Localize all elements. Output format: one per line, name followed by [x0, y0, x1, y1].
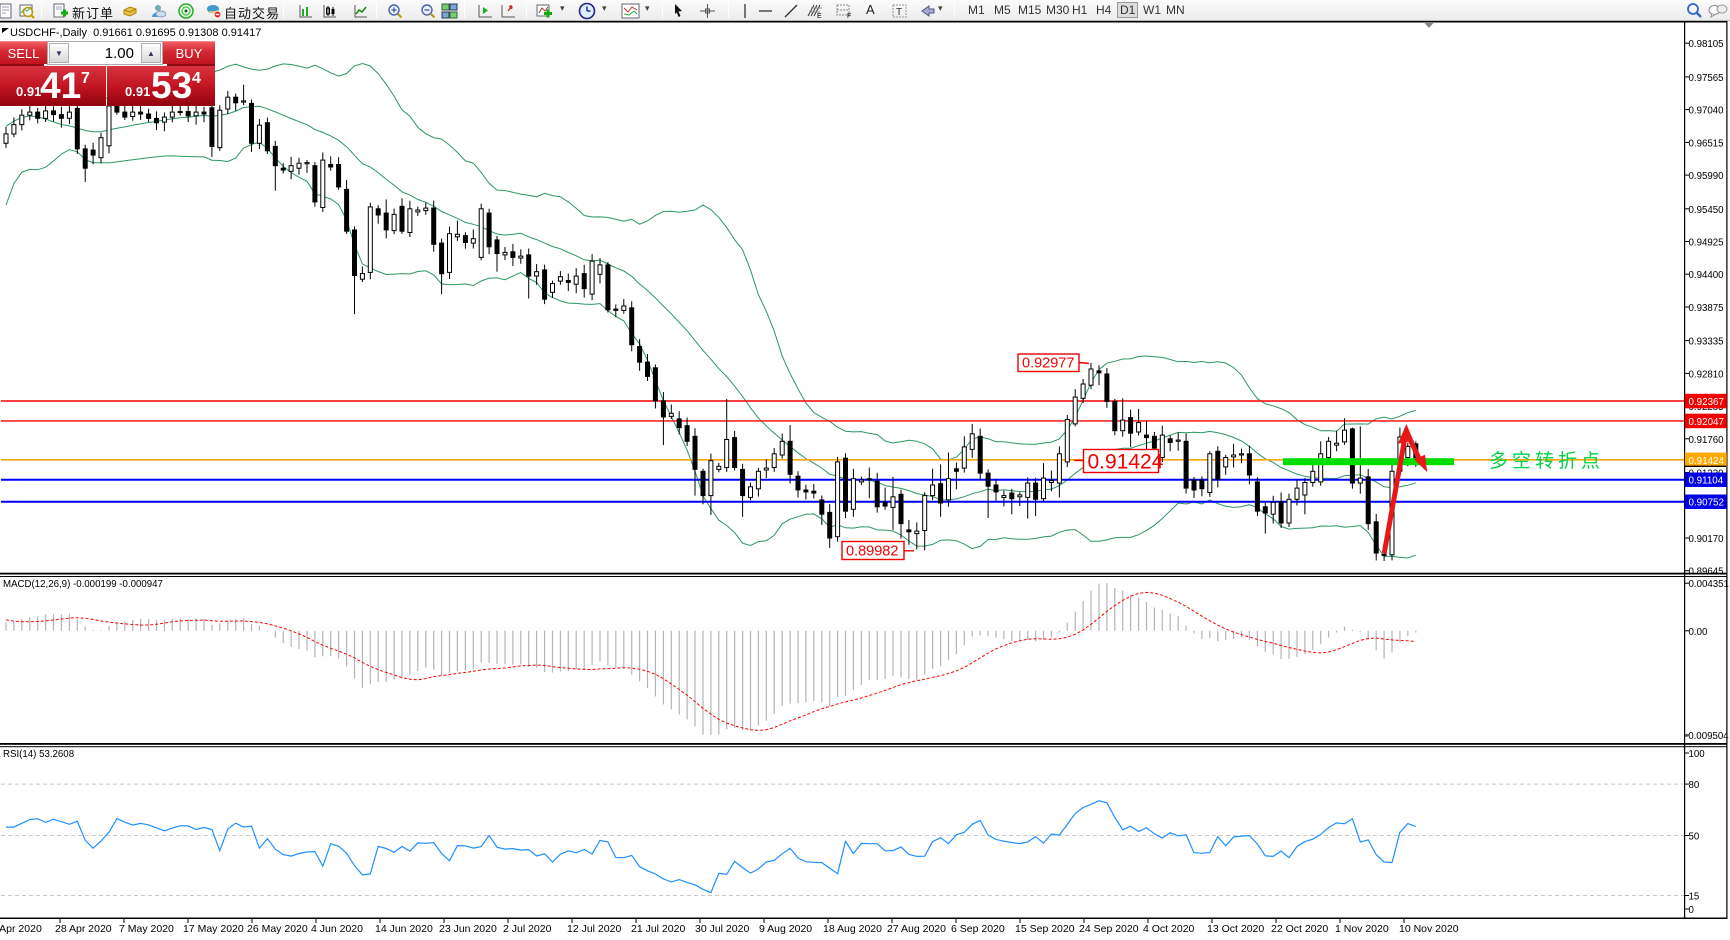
- svg-text:17 May 2020: 17 May 2020: [183, 923, 244, 935]
- svg-text:0.95990: 0.95990: [1689, 171, 1725, 182]
- svg-text:0.97040: 0.97040: [1689, 106, 1725, 117]
- svg-text:4 Oct 2020: 4 Oct 2020: [1143, 923, 1195, 935]
- svg-text:0.91760: 0.91760: [1689, 435, 1725, 446]
- svg-text:13 Oct 2020: 13 Oct 2020: [1207, 923, 1264, 935]
- svg-text:0.90170: 0.90170: [1689, 534, 1725, 545]
- svg-text:0.94400: 0.94400: [1689, 270, 1725, 281]
- svg-text:0.94925: 0.94925: [1689, 238, 1724, 249]
- svg-text:27 Aug 2020: 27 Aug 2020: [887, 923, 946, 935]
- svg-text:15 Sep 2020: 15 Sep 2020: [1015, 923, 1075, 935]
- svg-text:0.91424: 0.91424: [1689, 456, 1725, 467]
- svg-text:24 Sep 2020: 24 Sep 2020: [1079, 923, 1139, 935]
- svg-text:0.00: 0.00: [1689, 627, 1708, 638]
- svg-text:多空转折点: 多空转折点: [1489, 450, 1604, 472]
- svg-text:0.93875: 0.93875: [1689, 303, 1724, 314]
- svg-text:-0.009504: -0.009504: [1685, 731, 1729, 742]
- svg-text:15: 15: [1689, 892, 1700, 903]
- svg-text:F: F: [847, 13, 851, 19]
- svg-text:T: T: [896, 7, 902, 18]
- svg-text:9 Apr 2020: 9 Apr 2020: [0, 923, 42, 935]
- svg-text:0.92367: 0.92367: [1689, 397, 1724, 408]
- svg-text:9 Aug 2020: 9 Aug 2020: [759, 923, 812, 935]
- svg-text:0.89982: 0.89982: [846, 544, 898, 560]
- svg-text:50: 50: [1689, 832, 1700, 843]
- svg-text:0.91104: 0.91104: [1689, 476, 1724, 487]
- svg-text:0.98105: 0.98105: [1689, 39, 1724, 50]
- svg-text:1 Nov 2020: 1 Nov 2020: [1335, 923, 1389, 935]
- svg-text:0.004351: 0.004351: [1689, 579, 1729, 590]
- svg-text:0.92047: 0.92047: [1689, 417, 1724, 428]
- svg-text:21 Jul 2020: 21 Jul 2020: [631, 923, 685, 935]
- svg-text:0.92977: 0.92977: [1022, 356, 1074, 372]
- svg-text:80: 80: [1689, 780, 1700, 791]
- svg-text:14 Jun 2020: 14 Jun 2020: [375, 923, 433, 935]
- svg-text:E: E: [817, 13, 822, 19]
- svg-text:0.97565: 0.97565: [1689, 73, 1724, 84]
- svg-text:0.95450: 0.95450: [1689, 205, 1725, 216]
- svg-text:7 May 2020: 7 May 2020: [119, 923, 174, 935]
- svg-text:0.91424: 0.91424: [1088, 451, 1164, 474]
- svg-text:23 Jun 2020: 23 Jun 2020: [439, 923, 497, 935]
- svg-text:0.92810: 0.92810: [1689, 369, 1725, 380]
- svg-text:100: 100: [1689, 749, 1706, 760]
- svg-text:0: 0: [1689, 905, 1695, 916]
- svg-text:6 Sep 2020: 6 Sep 2020: [951, 923, 1005, 935]
- svg-text:30 Jul 2020: 30 Jul 2020: [695, 923, 749, 935]
- svg-text:26 May 2020: 26 May 2020: [247, 923, 308, 935]
- svg-text:0.90752: 0.90752: [1689, 498, 1724, 509]
- svg-text:22 Oct 2020: 22 Oct 2020: [1271, 923, 1328, 935]
- svg-text:RSI(14) 53.2608: RSI(14) 53.2608: [3, 749, 74, 760]
- svg-text:MACD(12,26,9) -0.000199 -0.000: MACD(12,26,9) -0.000199 -0.000947: [3, 579, 163, 590]
- svg-text:4 Jun 2020: 4 Jun 2020: [311, 923, 363, 935]
- svg-text:0.89645: 0.89645: [1689, 567, 1724, 578]
- svg-text:28 Apr 2020: 28 Apr 2020: [55, 923, 112, 935]
- svg-text:12 Jul 2020: 12 Jul 2020: [567, 923, 621, 935]
- svg-text:0.93335: 0.93335: [1689, 337, 1724, 348]
- svg-text:2 Jul 2020: 2 Jul 2020: [503, 923, 552, 935]
- svg-text:10 Nov 2020: 10 Nov 2020: [1399, 923, 1459, 935]
- svg-text:0.96515: 0.96515: [1689, 138, 1724, 149]
- svg-text:18 Aug 2020: 18 Aug 2020: [823, 923, 882, 935]
